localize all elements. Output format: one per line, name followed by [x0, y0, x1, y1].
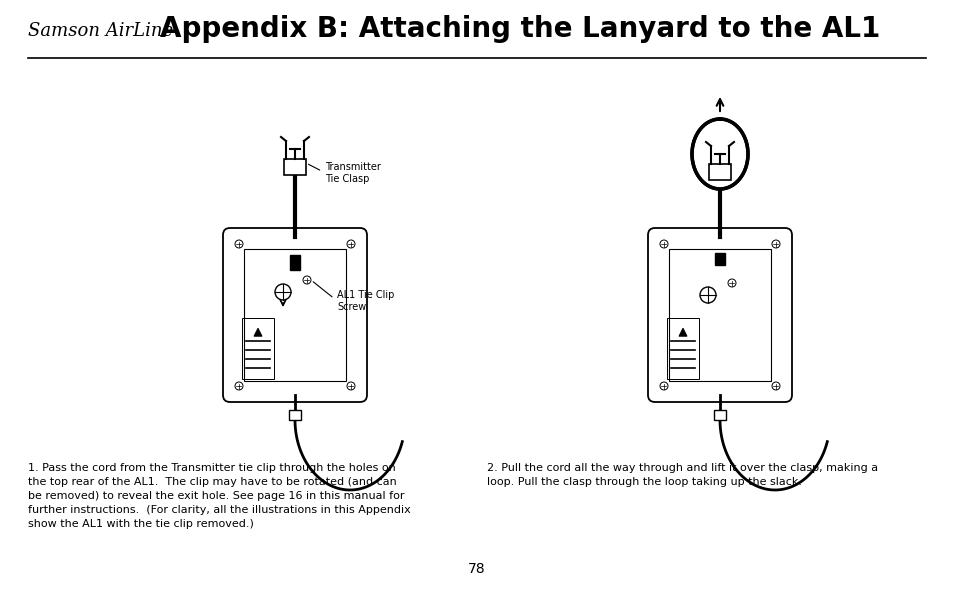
Circle shape	[700, 287, 716, 303]
Text: 2. Pull the cord all the way through and lift it over the clasp, making a
loop. : 2. Pull the cord all the way through and…	[486, 463, 877, 487]
Text: Appendix B: Attaching the Lanyard to the AL1: Appendix B: Attaching the Lanyard to the…	[160, 15, 880, 43]
Bar	[290, 255, 299, 270]
Bar	[244, 249, 346, 381]
Circle shape	[659, 240, 667, 248]
Polygon shape	[679, 328, 686, 336]
Text: 1. Pass the cord from the Transmitter tie clip through the holes on
the top rear: 1. Pass the cord from the Transmitter ti…	[28, 463, 411, 529]
Bar	[284, 159, 306, 175]
Circle shape	[659, 382, 667, 390]
Text: 78: 78	[468, 562, 485, 576]
FancyBboxPatch shape	[223, 228, 367, 402]
Circle shape	[274, 284, 291, 300]
Circle shape	[234, 240, 243, 248]
Circle shape	[347, 240, 355, 248]
Circle shape	[303, 276, 311, 284]
Text: Transmitter
Tie Clasp: Transmitter Tie Clasp	[308, 162, 380, 184]
Circle shape	[347, 382, 355, 390]
Bar	[713, 410, 725, 420]
Bar	[666, 318, 699, 379]
Text: Samson AirLine: Samson AirLine	[28, 22, 172, 40]
Bar	[242, 318, 274, 379]
Polygon shape	[691, 119, 747, 189]
Bar	[668, 249, 770, 381]
Bar	[708, 164, 730, 180]
Circle shape	[234, 382, 243, 390]
Text: AL1 Tie Clip
Screw: AL1 Tie Clip Screw	[313, 282, 394, 312]
Circle shape	[771, 240, 780, 248]
Circle shape	[771, 382, 780, 390]
Bar	[289, 410, 301, 420]
Circle shape	[727, 279, 735, 287]
Bar	[714, 253, 724, 265]
Polygon shape	[253, 328, 262, 336]
FancyBboxPatch shape	[647, 228, 791, 402]
